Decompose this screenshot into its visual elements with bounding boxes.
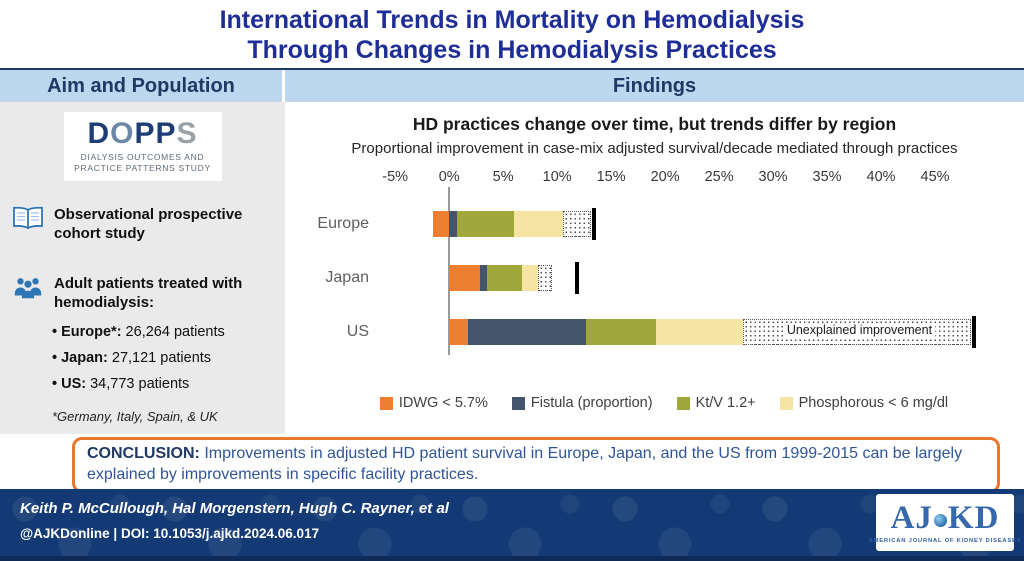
dopps-globe-letter: O <box>110 117 135 150</box>
conclusion-text: Improvements in adjusted HD patient surv… <box>87 445 963 483</box>
legend-item: Kt/V 1.2+ <box>676 395 756 411</box>
dopps-logo-subtitle: Dialysis Outcomes and Practice Patterns … <box>74 152 211 174</box>
legend-label: IDWG < 5.7% <box>398 395 488 411</box>
bar-segment <box>486 265 522 291</box>
dopps-logo: DOPPS Dialysis Outcomes and Practice Pat… <box>63 112 222 181</box>
chart-row-europe: Europe <box>317 197 989 251</box>
page-title-line2: Through Changes in Hemodialysis Practice… <box>247 35 777 64</box>
population-fact: Adult patients treated with hemodialysis… <box>12 274 273 313</box>
dopps-letter: D <box>87 117 111 150</box>
row-label: Japan <box>325 269 369 286</box>
legend-label: Fistula (proportion) <box>530 395 653 411</box>
x-axis-label: 20% <box>650 169 680 185</box>
legend-label: Phosphorous < 6 mg/dl <box>798 395 949 411</box>
legend-swatch <box>676 396 690 410</box>
open-book-icon <box>12 205 44 236</box>
observed-total-tick <box>591 208 596 240</box>
page-title: International Trends in Mortality on Hem… <box>0 6 1024 65</box>
bar-segment <box>521 265 538 291</box>
legend-item: IDWG < 5.7% <box>379 395 488 411</box>
list-item-europe: Europe*: 26,264 patients <box>52 319 285 345</box>
x-axis-label: 30% <box>758 169 788 185</box>
section-header-findings: Findings <box>285 70 1024 102</box>
dopps-logo-letters: DOPPS <box>68 119 218 149</box>
bar-segment <box>586 319 657 345</box>
legend-item: Fistula (proportion) <box>511 395 653 411</box>
bar-segment <box>449 211 457 237</box>
row-label: US <box>346 323 369 340</box>
dopps-letter: S <box>176 117 198 150</box>
x-axis-label: 35% <box>812 169 842 185</box>
section-header-row: Aim and Population Findings <box>0 68 1024 102</box>
bar-segment <box>449 319 468 345</box>
bar-segment <box>513 211 563 237</box>
x-axis-label: 0% <box>438 169 460 185</box>
chart-row-japan: Japan <box>325 251 989 305</box>
dopps-letter: P <box>134 117 156 150</box>
chart-title: HD practices change over time, but trend… <box>412 114 897 134</box>
legend-swatch <box>779 396 793 410</box>
findings-panel: HD practices change over time, but trend… <box>285 102 1024 434</box>
footer: Keith P. McCullough, Hal Morgenstern, Hu… <box>0 489 1024 561</box>
x-axis-label: 15% <box>596 169 626 185</box>
bar-segment <box>449 265 481 291</box>
unexplained-improvement-label: Unexplained improvement <box>783 323 936 337</box>
x-axis-label: -5% <box>382 169 409 185</box>
study-type-fact: Observational prospective cohort study <box>12 205 273 244</box>
list-item-us: US: 34,773 patients <box>52 371 285 397</box>
bar-segment <box>480 265 487 291</box>
x-axis-label: 5% <box>492 169 514 185</box>
conclusion-label: CONCLUSION: <box>87 445 200 462</box>
legend-item: Phosphorous < 6 mg/dl <box>779 395 949 411</box>
aim-population-panel: DOPPS Dialysis Outcomes and Practice Pat… <box>0 102 285 434</box>
bar-segment <box>456 211 514 237</box>
content-row: DOPPS Dialysis Outcomes and Practice Pat… <box>0 102 1024 434</box>
footer-authors: Keith P. McCullough, Hal Morgenstern, Hu… <box>20 500 449 517</box>
footer-handle-doi: @AJKDonline | DOI: 10.1053/j.ajkd.2024.0… <box>20 526 320 541</box>
chart-axis: -5% 0% 5% 10% 15% 20% 25% 30% 35% 40% 45% <box>379 169 989 187</box>
section-header-aim-population: Aim and Population <box>0 70 285 102</box>
legend-swatch <box>511 396 525 410</box>
dopps-letter: P <box>155 117 177 150</box>
x-axis-label: 40% <box>866 169 896 185</box>
ajkd-journal-name: AMERICAN JOURNAL OF KIDNEY DISEASES <box>868 537 1022 544</box>
page-title-line1: International Trends in Mortality on Hem… <box>219 6 805 34</box>
observed-total-tick <box>971 316 976 348</box>
patient-counts-list: Europe*: 26,264 patients Japan: 27,121 p… <box>52 319 285 397</box>
list-item-japan: Japan: 27,121 patients <box>52 345 285 371</box>
bar-segment <box>562 211 591 237</box>
people-group-icon <box>12 274 44 305</box>
legend-label: Kt/V 1.2+ <box>695 395 756 411</box>
row-label: Europe <box>317 215 369 232</box>
x-axis-label: 10% <box>542 169 572 185</box>
bar-segment <box>656 319 743 345</box>
chart-subtitle: Proportional improvement in case-mix adj… <box>351 140 958 157</box>
x-axis-label: 45% <box>920 169 950 185</box>
conclusion-box: CONCLUSION: Improvements in adjusted HD … <box>72 437 1000 493</box>
conclusion-strip: CONCLUSION: Improvements in adjusted HD … <box>0 434 1024 493</box>
europe-footnote: *Germany, Italy, Spain, & UK <box>52 409 218 425</box>
study-type-text: Observational prospective cohort study <box>54 205 243 243</box>
bar-segment <box>537 265 552 291</box>
legend-swatch <box>379 396 393 410</box>
title-area: International Trends in Mortality on Hem… <box>0 0 1024 68</box>
observed-total-tick <box>574 262 579 294</box>
bar-segment <box>467 319 587 345</box>
bar-segment <box>432 211 450 237</box>
chart-legend: IDWG < 5.7% Fistula (proportion) Kt/V 1.2+… <box>319 395 1009 411</box>
globe-icon <box>933 513 947 527</box>
population-text: Adult patients treated with hemodialysis… <box>54 274 243 312</box>
x-axis-label: 25% <box>704 169 734 185</box>
chart-plot: Europe Japan US Unexplained improvement <box>317 187 989 359</box>
chart-row-us: US Unexplained improvement <box>347 305 989 359</box>
